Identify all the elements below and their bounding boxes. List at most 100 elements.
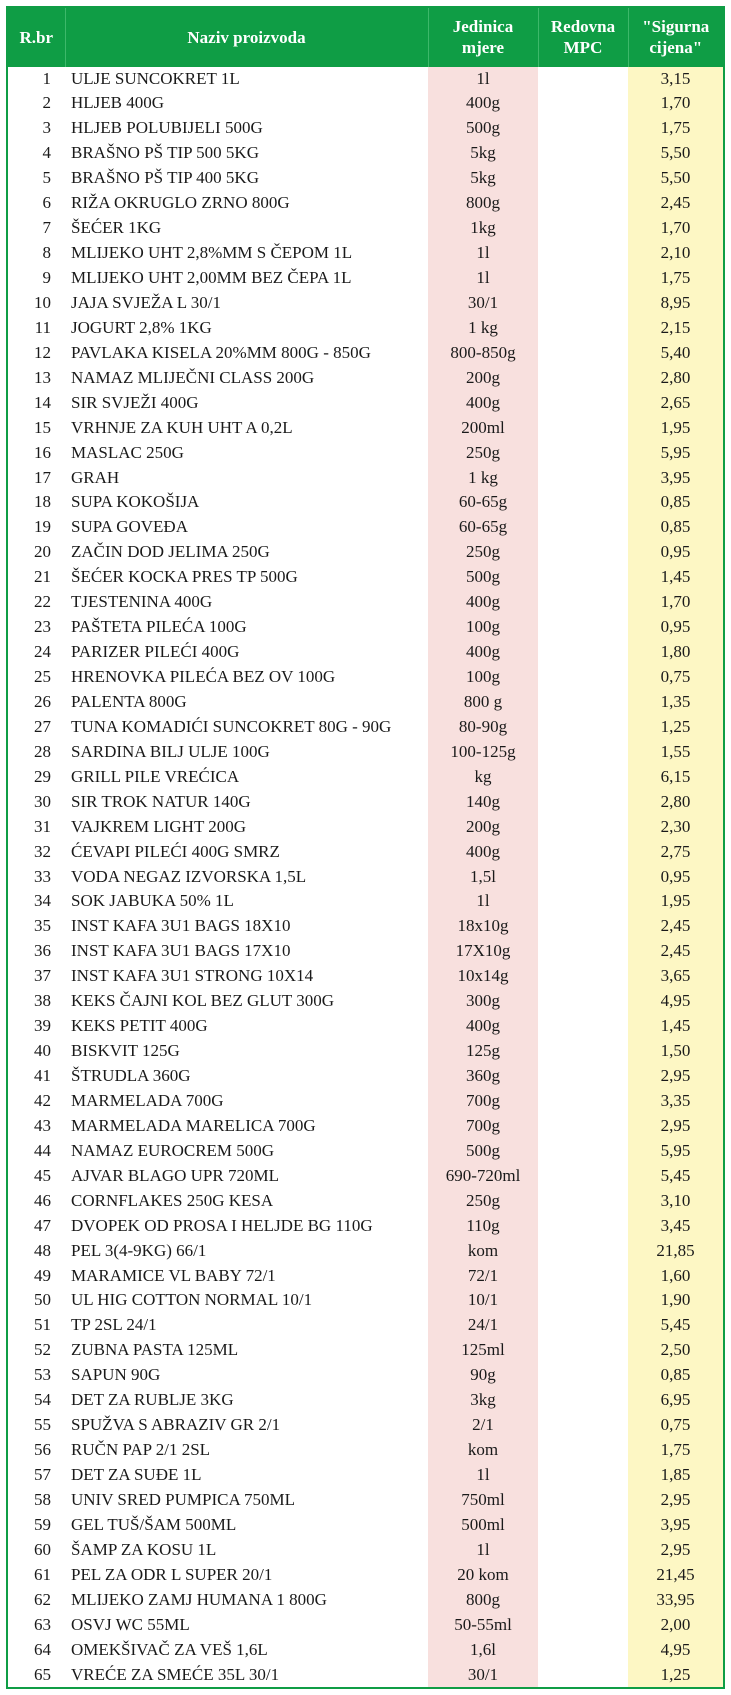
cell-unit: 100-125g xyxy=(428,740,538,765)
table-row: 6RIŽA OKRUGLO ZRNO 800G800g2,45 xyxy=(7,191,724,216)
cell-name: INST KAFA 3U1 BAGS 18X10 xyxy=(65,914,428,939)
cell-rbr: 24 xyxy=(7,640,65,665)
cell-unit: 700g xyxy=(428,1089,538,1114)
table-row: 38KEKS ČAJNI KOL BEZ GLUT 300G300g4,95 xyxy=(7,989,724,1014)
table-row: 52ZUBNA PASTA 125ML125ml2,50 xyxy=(7,1338,724,1363)
table-row: 18SUPA KOKOŠIJA60-65g0,85 xyxy=(7,490,724,515)
cell-price: 5,50 xyxy=(628,141,724,166)
table-row: 30SIR TROK NATUR 140G140g2,80 xyxy=(7,790,724,815)
table-row: 50UL HIG COTTON NORMAL 10/110/11,90 xyxy=(7,1288,724,1313)
cell-unit: 5kg xyxy=(428,166,538,191)
cell-mpc xyxy=(538,391,628,416)
cell-price: 1,70 xyxy=(628,91,724,116)
cell-rbr: 1 xyxy=(7,67,65,92)
table-row: 25HRENOVKA PILEĆA BEZ OV 100G100g0,75 xyxy=(7,665,724,690)
cell-rbr: 34 xyxy=(7,889,65,914)
cell-unit: kg xyxy=(428,765,538,790)
cell-price: 5,40 xyxy=(628,341,724,366)
cell-rbr: 53 xyxy=(7,1363,65,1388)
table-row: 24PARIZER PILEĆI 400G400g1,80 xyxy=(7,640,724,665)
cell-price: 0,75 xyxy=(628,665,724,690)
cell-name: HLJEB 400G xyxy=(65,91,428,116)
cell-name: MARAMICE VL BABY 72/1 xyxy=(65,1264,428,1289)
cell-mpc xyxy=(538,765,628,790)
cell-unit: 1l xyxy=(428,1463,538,1488)
cell-rbr: 10 xyxy=(7,291,65,316)
cell-mpc xyxy=(538,665,628,690)
cell-price: 3,95 xyxy=(628,466,724,491)
cell-rbr: 58 xyxy=(7,1488,65,1513)
cell-rbr: 27 xyxy=(7,715,65,740)
table-row: 36INST KAFA 3U1 BAGS 17X1017X10g2,45 xyxy=(7,939,724,964)
cell-rbr: 20 xyxy=(7,540,65,565)
table-row: 5BRAŠNO PŠ TIP 400 5KG5kg5,50 xyxy=(7,166,724,191)
cell-rbr: 64 xyxy=(7,1638,65,1663)
cell-mpc xyxy=(538,1413,628,1438)
cell-unit: 250g xyxy=(428,441,538,466)
cell-rbr: 40 xyxy=(7,1039,65,1064)
cell-mpc xyxy=(538,740,628,765)
cell-price: 3,65 xyxy=(628,964,724,989)
cell-price: 3,45 xyxy=(628,1214,724,1239)
cell-name: SUPA KOKOŠIJA xyxy=(65,490,428,515)
cell-name: ŠEĆER 1KG xyxy=(65,216,428,241)
cell-mpc xyxy=(538,1288,628,1313)
cell-name: VAJKREM LIGHT 200G xyxy=(65,815,428,840)
cell-name: SPUŽVA S ABRAZIV GR 2/1 xyxy=(65,1413,428,1438)
cell-mpc xyxy=(538,441,628,466)
cell-mpc xyxy=(538,191,628,216)
table-row: 46CORNFLAKES 250G KESA250g3,10 xyxy=(7,1189,724,1214)
table-row: 31VAJKREM LIGHT 200G200g2,30 xyxy=(7,815,724,840)
cell-rbr: 22 xyxy=(7,590,65,615)
cell-unit: 17X10g xyxy=(428,939,538,964)
cell-unit: 125ml xyxy=(428,1338,538,1363)
cell-name: BRAŠNO PŠ TIP 400 5KG xyxy=(65,166,428,191)
cell-mpc xyxy=(538,815,628,840)
cell-mpc xyxy=(538,141,628,166)
cell-rbr: 39 xyxy=(7,1014,65,1039)
cell-mpc xyxy=(538,1563,628,1588)
table-row: 21ŠEĆER KOCKA PRES TP 500G500g1,45 xyxy=(7,565,724,590)
cell-unit: 500g xyxy=(428,565,538,590)
table-row: 16MASLAC 250G250g5,95 xyxy=(7,441,724,466)
cell-rbr: 17 xyxy=(7,466,65,491)
cell-name: MARMELADA 700G xyxy=(65,1089,428,1114)
cell-unit: 690-720ml xyxy=(428,1164,538,1189)
cell-mpc xyxy=(538,266,628,291)
table-row: 55SPUŽVA S ABRAZIV GR 2/12/10,75 xyxy=(7,1413,724,1438)
col-header-unit: Jedinica mjere xyxy=(428,7,538,67)
cell-rbr: 60 xyxy=(7,1538,65,1563)
cell-rbr: 62 xyxy=(7,1588,65,1613)
cell-rbr: 37 xyxy=(7,964,65,989)
table-row: 4BRAŠNO PŠ TIP 500 5KG5kg5,50 xyxy=(7,141,724,166)
cell-unit: 400g xyxy=(428,91,538,116)
cell-rbr: 52 xyxy=(7,1338,65,1363)
cell-mpc xyxy=(538,1014,628,1039)
table-row: 59GEL TUŠ/ŠAM 500ML500ml3,95 xyxy=(7,1513,724,1538)
cell-name: DVOPEK OD PROSA I HELJDE BG 110G xyxy=(65,1214,428,1239)
cell-unit: 800-850g xyxy=(428,341,538,366)
cell-name: ŠAMP ZA KOSU 1L xyxy=(65,1538,428,1563)
cell-rbr: 18 xyxy=(7,490,65,515)
cell-price: 0,95 xyxy=(628,865,724,890)
cell-name: MLIJEKO ZAMJ HUMANA 1 800G xyxy=(65,1588,428,1613)
cell-price: 2,95 xyxy=(628,1488,724,1513)
cell-rbr: 54 xyxy=(7,1388,65,1413)
cell-unit: 750ml xyxy=(428,1488,538,1513)
cell-mpc xyxy=(538,1463,628,1488)
cell-unit: 30/1 xyxy=(428,291,538,316)
cell-unit: 18x10g xyxy=(428,914,538,939)
cell-name: TUNA KOMADIĆI SUNCOKRET 80G - 90G xyxy=(65,715,428,740)
price-table-container: R.br Naziv proizvoda Jedinica mjere Redo… xyxy=(0,0,731,1695)
cell-name: PARIZER PILEĆI 400G xyxy=(65,640,428,665)
cell-unit: 24/1 xyxy=(428,1313,538,1338)
table-row: 14SIR SVJEŽI 400G400g2,65 xyxy=(7,391,724,416)
cell-unit: 5kg xyxy=(428,141,538,166)
cell-rbr: 59 xyxy=(7,1513,65,1538)
table-row: 33VODA NEGAZ IZVORSKA 1,5L1,5l0,95 xyxy=(7,865,724,890)
cell-price: 21,45 xyxy=(628,1563,724,1588)
cell-price: 1,90 xyxy=(628,1288,724,1313)
cell-price: 6,15 xyxy=(628,765,724,790)
cell-rbr: 42 xyxy=(7,1089,65,1114)
cell-rbr: 55 xyxy=(7,1413,65,1438)
